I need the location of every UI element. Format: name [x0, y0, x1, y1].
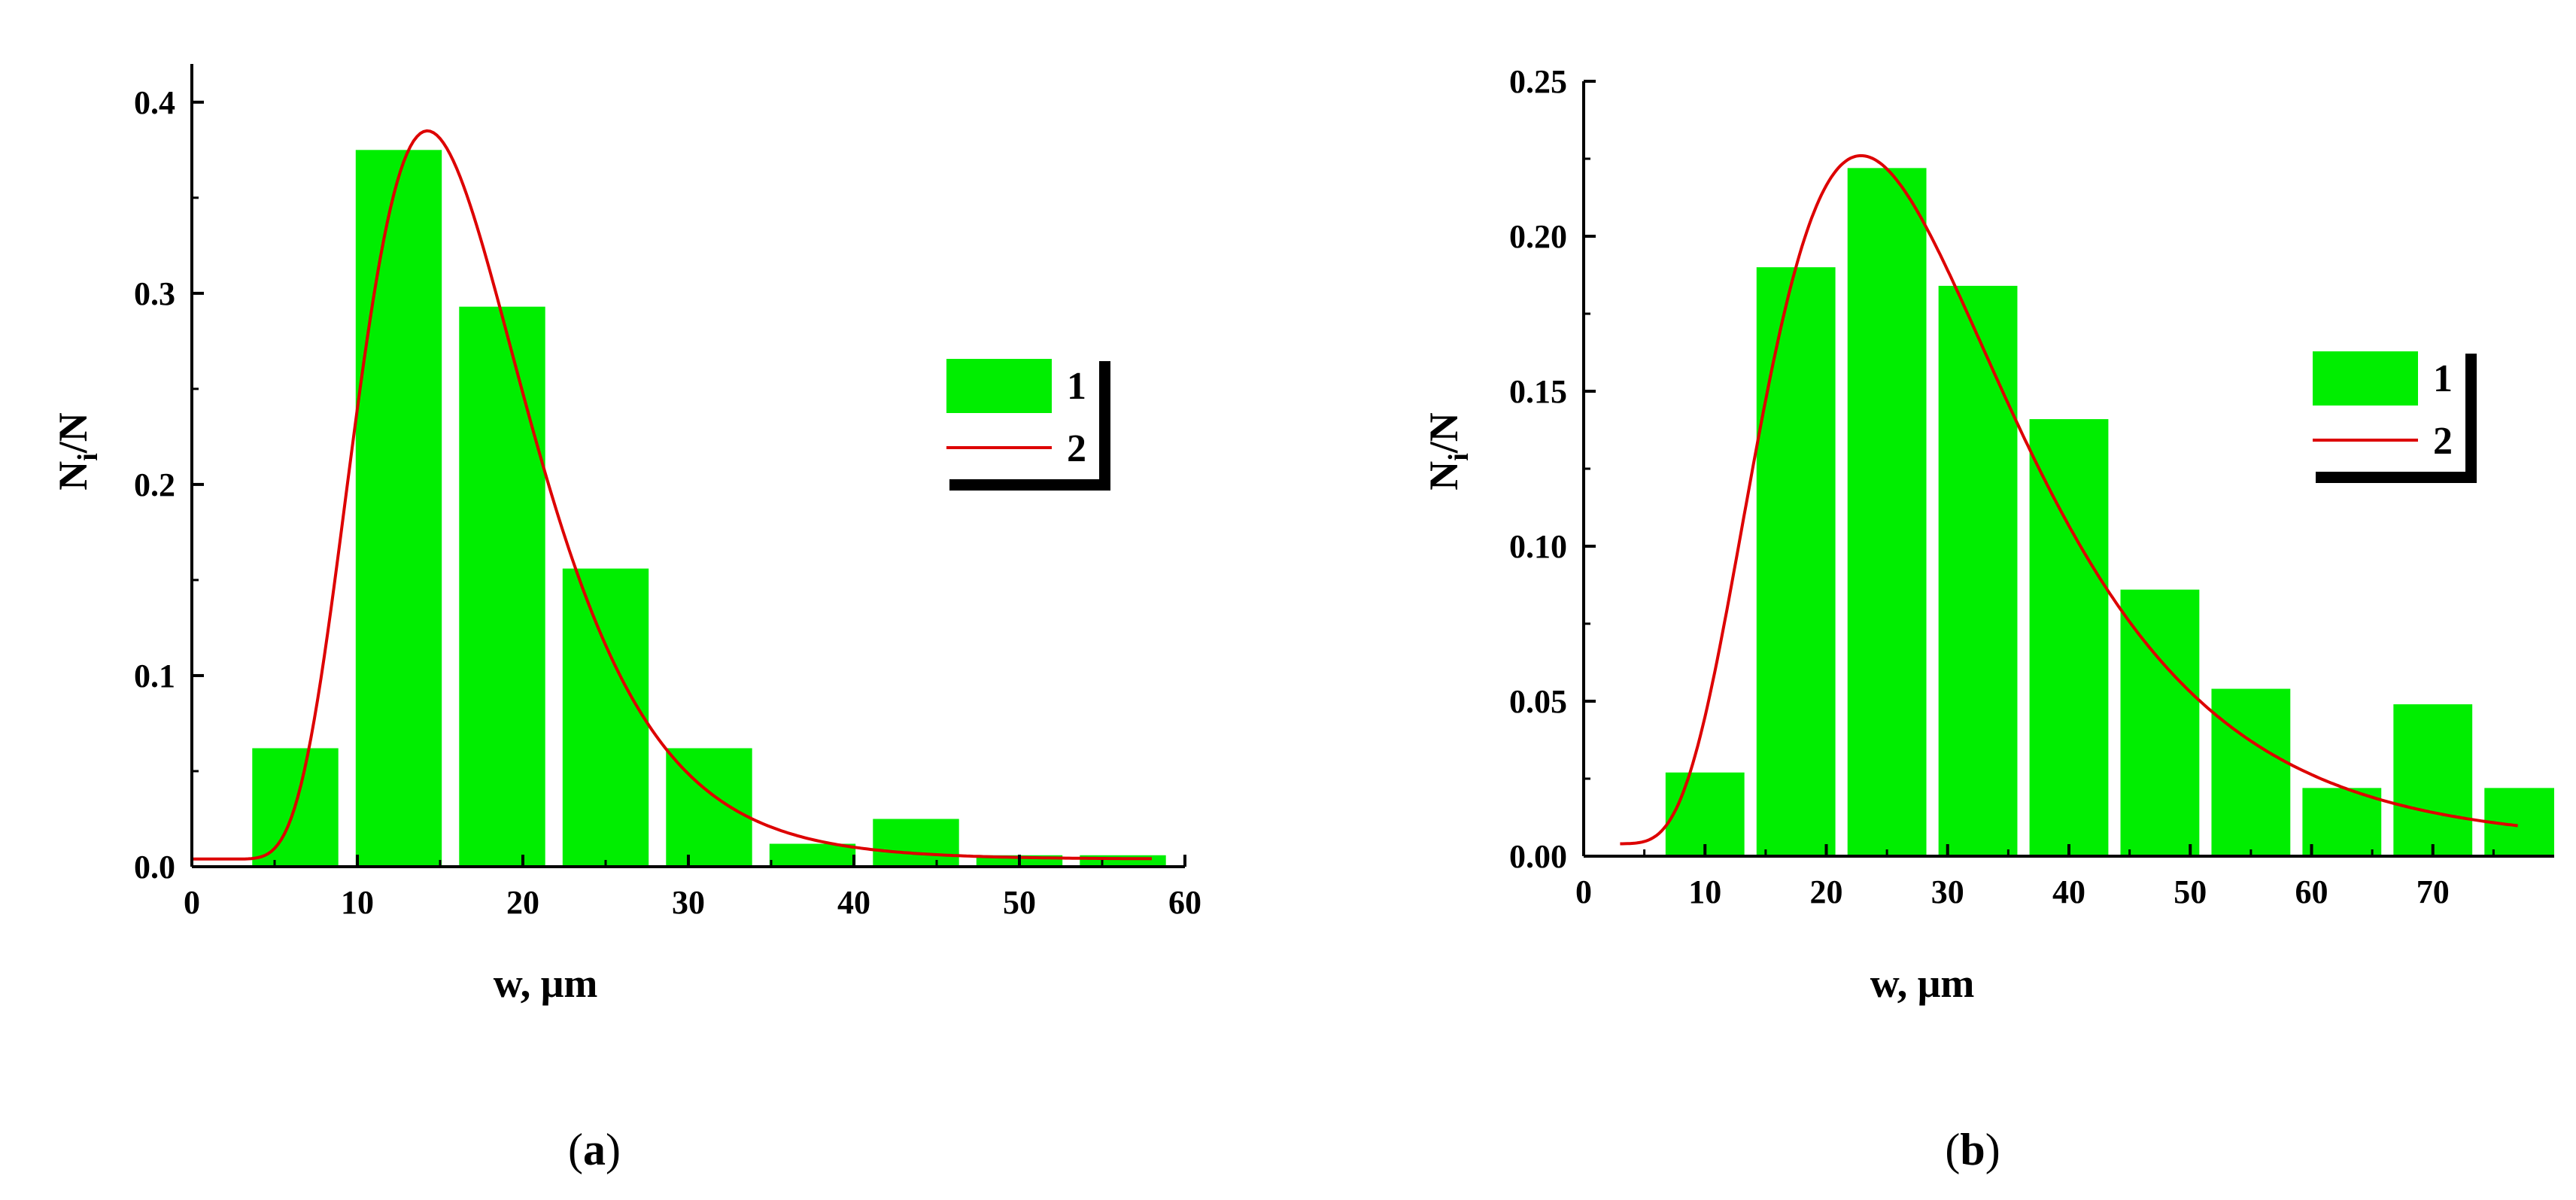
y-tick-label: 0.0: [134, 849, 175, 886]
y-axis-title-subscript: i: [1443, 453, 1475, 461]
y-axis-ticks: 0.0 0.1 0.2 0.3 0.4: [134, 84, 204, 886]
bar-series-1: [1665, 168, 2554, 857]
y-axis-title: Ni/N: [50, 412, 104, 491]
x-axis-title: w, μm: [1870, 961, 1975, 1006]
y-tick-label: 0.2: [134, 466, 175, 503]
x-axis-ticks: 0 10 20 30 40 50 60 70: [1575, 844, 2495, 910]
x-tick-label: 70: [2417, 873, 2450, 910]
bar-6: [2120, 589, 2200, 856]
fit-curve-series-2: [1620, 153, 2518, 846]
y-axis-title-main: N: [50, 461, 96, 491]
x-axis-title: w, μm: [494, 961, 598, 1006]
bar-4: [1938, 285, 2018, 856]
legend-label-1: 1: [1067, 365, 1086, 408]
bar-8: [2302, 788, 2382, 856]
bar-2: [1756, 267, 1836, 856]
x-axis-ticks: 0 10 20 30 40 50 60: [184, 855, 1201, 921]
y-tick-label: 0.00: [1509, 838, 1567, 875]
x-tick-label: 50: [1003, 884, 1036, 921]
chart-panel-b: 0.00 0.05 0.10 0.15 0.20 0.25 0 10 20 30 40 50 60 70…: [1421, 63, 2554, 1174]
x-tick-label: 0: [184, 884, 200, 921]
bar-2: [355, 150, 442, 867]
x-tick-label: 10: [1688, 873, 1721, 910]
bar-7: [873, 819, 959, 867]
legend-label-2: 2: [2433, 420, 2453, 463]
bar-5: [666, 748, 752, 867]
legend: 1 2: [2304, 342, 2477, 483]
panel-label-a: (a): [568, 1125, 621, 1174]
bar-9: [2393, 704, 2473, 856]
y-axis-title-subscript: i: [72, 453, 104, 461]
x-tick-label: 30: [1931, 873, 1964, 910]
bar-3: [1847, 168, 1927, 857]
y-tick-label: 0.10: [1509, 528, 1567, 565]
x-tick-label: 30: [672, 884, 705, 921]
legend-label-1: 1: [2433, 357, 2453, 400]
y-axis-ticks: 0.00 0.05 0.10 0.15 0.20 0.25: [1509, 63, 1596, 875]
legend-swatch-bar: [946, 359, 1052, 413]
x-tick-label: 60: [2295, 873, 2328, 910]
y-axis-title-tail: /N: [50, 412, 96, 454]
bar-7: [2211, 688, 2291, 856]
legend-label-2: 2: [1067, 427, 1086, 470]
y-tick-label: 0.3: [134, 275, 175, 312]
bar-6: [769, 843, 856, 867]
x-tick-label: 10: [341, 884, 374, 921]
fit-curve-series-2: [192, 129, 1153, 861]
bar-3: [459, 306, 545, 867]
x-tick-label: 40: [2052, 873, 2085, 910]
y-axis-title-tail: /N: [1421, 412, 1466, 454]
x-tick-label: 40: [837, 884, 870, 921]
bar-series-1: [252, 150, 1166, 867]
y-axis-title-main: N: [1421, 461, 1466, 491]
y-tick-label: 0.1: [134, 658, 175, 694]
legend: 1 2: [938, 350, 1110, 491]
y-tick-label: 0.20: [1509, 218, 1567, 255]
y-tick-label: 0.25: [1509, 63, 1567, 100]
x-tick-label: 0: [1575, 873, 1592, 910]
x-tick-label: 20: [506, 884, 539, 921]
y-tick-label: 0.4: [134, 84, 175, 121]
panel-label-b: (b): [1945, 1125, 2000, 1174]
x-tick-label: 50: [2174, 873, 2207, 910]
bar-1: [1665, 772, 1745, 856]
y-tick-label: 0.05: [1509, 683, 1567, 720]
chart-panel-a: 0.0 0.1 0.2 0.3 0.4 0 10 20 30 40 50 60 w, μm Ni/N…: [50, 64, 1201, 1174]
x-tick-label: 60: [1168, 884, 1201, 921]
y-tick-label: 0.15: [1509, 373, 1567, 410]
x-tick-label: 20: [1810, 873, 1843, 910]
legend-swatch-bar: [2313, 351, 2418, 406]
bar-4: [562, 568, 649, 867]
bar-5: [2029, 419, 2109, 856]
y-axis-title: Ni/N: [1421, 412, 1475, 491]
